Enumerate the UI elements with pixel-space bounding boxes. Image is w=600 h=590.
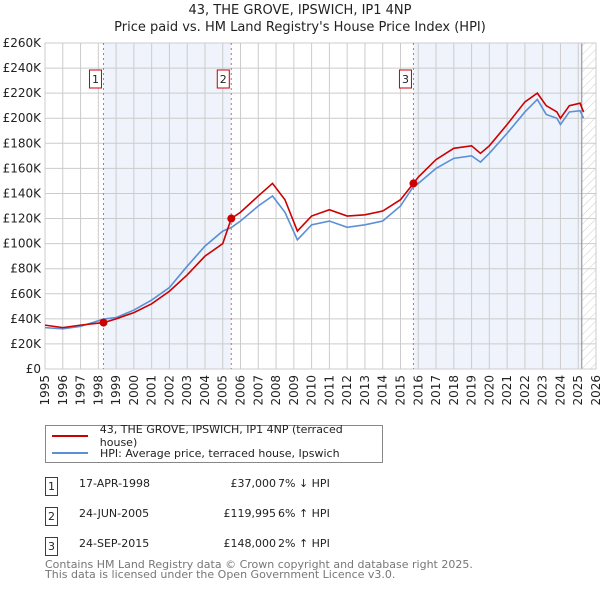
x-tick-label: 2004 bbox=[198, 375, 212, 406]
legend-item-hpi: HPI: Average price, terraced house, Ipsw… bbox=[52, 445, 340, 461]
plot-border bbox=[44, 42, 597, 370]
sale-label-box bbox=[216, 69, 230, 89]
transaction-date: 24-JUN-2005 bbox=[79, 507, 150, 520]
chart-subtitle: Price paid vs. HM Land Registry's House … bbox=[114, 20, 486, 35]
footer: Contains HM Land Registry data © Crown c… bbox=[45, 558, 473, 581]
y-tick-label: £0 bbox=[26, 362, 41, 376]
y-tick-label: £260K bbox=[3, 36, 43, 50]
x-tick-label: 2013 bbox=[358, 375, 372, 406]
transaction-row: 3 24-SEP-2015 £148,000 2% ↑ HPI bbox=[45, 535, 445, 556]
sale-point bbox=[227, 214, 236, 223]
x-tick-label: 1997 bbox=[74, 375, 88, 406]
hatched-future-region bbox=[581, 43, 596, 369]
x-tick-label: 1998 bbox=[91, 375, 105, 406]
sale-label: 1 bbox=[92, 73, 99, 86]
x-tick-label: 2012 bbox=[340, 375, 354, 406]
x-tick-label: 2021 bbox=[500, 375, 514, 406]
transaction-price: £148,000 bbox=[223, 537, 277, 550]
footer-line: This data is licensed under the Open Gov… bbox=[45, 568, 396, 581]
sale-label: 2 bbox=[220, 73, 227, 86]
x-tick-label: 1999 bbox=[109, 375, 123, 406]
transaction-number: 3 bbox=[45, 537, 58, 556]
transaction-hpi: 7% ↓ HPI bbox=[278, 477, 330, 490]
y-tick-label: £180K bbox=[3, 136, 43, 150]
x-tick-label: 2001 bbox=[145, 375, 159, 406]
x-tick-label: 2025 bbox=[571, 375, 585, 406]
sale-label-box bbox=[88, 69, 102, 89]
y-tick-label: £240K bbox=[3, 61, 43, 75]
x-tick-label: 2006 bbox=[234, 375, 248, 406]
x-tick-label: 2007 bbox=[251, 375, 265, 406]
legend-label: HPI: Average price, terraced house, Ipsw… bbox=[100, 446, 340, 460]
x-tick-label: 2016 bbox=[411, 375, 425, 406]
sale-label: 3 bbox=[402, 73, 409, 86]
x-tick-label: 2017 bbox=[429, 375, 443, 406]
x-tick-label: 2024 bbox=[553, 375, 567, 406]
transaction-price: £119,995 bbox=[223, 507, 277, 520]
chart-title: 43, THE GROVE, IPSWICH, IP1 4NP bbox=[188, 3, 412, 18]
y-tick-label: £100K bbox=[3, 237, 43, 251]
x-tick-label: 2018 bbox=[447, 375, 461, 406]
footer-line: Contains HM Land Registry data © Crown c… bbox=[45, 558, 473, 571]
x-tick-label: 2019 bbox=[465, 375, 479, 406]
transaction-number: 1 bbox=[45, 477, 58, 496]
transaction-hpi: 6% ↑ HPI bbox=[278, 507, 330, 520]
y-tick-label: £200K bbox=[3, 111, 43, 125]
transaction-date: 17-APR-1998 bbox=[79, 477, 151, 490]
y-tick-label: £160K bbox=[3, 161, 43, 175]
y-tick-label: £20K bbox=[10, 337, 42, 351]
transaction-price: £37,000 bbox=[230, 477, 277, 490]
transaction-row: 1 17-APR-1998 £37,000 7% ↓ HPI bbox=[45, 475, 445, 496]
x-tick-label: 2008 bbox=[269, 375, 283, 406]
transaction-row: 2 24-JUN-2005 £119,995 6% ↑ HPI bbox=[45, 505, 445, 526]
property-price-line bbox=[44, 92, 585, 329]
legend-item-property: 43, THE GROVE, IPSWICH, IP1 4NP (terrace… bbox=[52, 423, 382, 449]
hpi-line bbox=[44, 98, 585, 330]
x-tick-label: 2000 bbox=[127, 375, 141, 406]
x-tick-label: 1996 bbox=[56, 375, 70, 406]
x-tick-label: 2011 bbox=[322, 375, 336, 406]
legend-red-line bbox=[52, 435, 88, 437]
x-tick-label: 2026 bbox=[589, 375, 600, 406]
legend-label: 43, THE GROVE, IPSWICH, IP1 4NP (terrace… bbox=[99, 423, 343, 449]
x-tick-label: 2005 bbox=[216, 375, 230, 406]
x-tick-label: 1995 bbox=[38, 375, 52, 406]
x-tick-label: 2010 bbox=[305, 375, 319, 406]
y-tick-label: £80K bbox=[10, 262, 42, 276]
price-chart: £0 £20K £40K £60K £80K £100K £120K £140K £160K £1… bbox=[3, 36, 600, 406]
legend: 43, THE GROVE, IPSWICH, IP1 4NP (terrace… bbox=[45, 423, 383, 463]
y-tick-label: £60K bbox=[10, 287, 42, 301]
x-tick-label: 2022 bbox=[518, 375, 532, 406]
x-tick-label: 2020 bbox=[482, 375, 496, 406]
sale-label-box bbox=[398, 69, 412, 89]
x-tick-label: 2003 bbox=[180, 375, 194, 406]
shaded-period bbox=[413, 43, 582, 369]
x-tick-label: 2023 bbox=[536, 375, 550, 406]
y-tick-label: £40K bbox=[10, 312, 42, 326]
sale-point bbox=[99, 318, 108, 327]
x-tick-label: 2014 bbox=[376, 375, 390, 406]
y-tick-label: £120K bbox=[3, 212, 43, 226]
y-tick-label: £220K bbox=[3, 86, 43, 100]
y-tick-label: £140K bbox=[3, 186, 43, 200]
sale-point bbox=[409, 179, 418, 188]
x-tick-label: 2002 bbox=[162, 375, 176, 406]
transaction-number: 2 bbox=[45, 507, 58, 526]
shaded-period bbox=[103, 43, 232, 369]
x-tick-label: 2015 bbox=[393, 375, 407, 406]
transaction-date: 24-SEP-2015 bbox=[79, 537, 150, 550]
legend-blue-line bbox=[52, 452, 88, 454]
x-tick-label: 2009 bbox=[287, 375, 301, 406]
transaction-hpi: 2% ↑ HPI bbox=[278, 537, 330, 550]
